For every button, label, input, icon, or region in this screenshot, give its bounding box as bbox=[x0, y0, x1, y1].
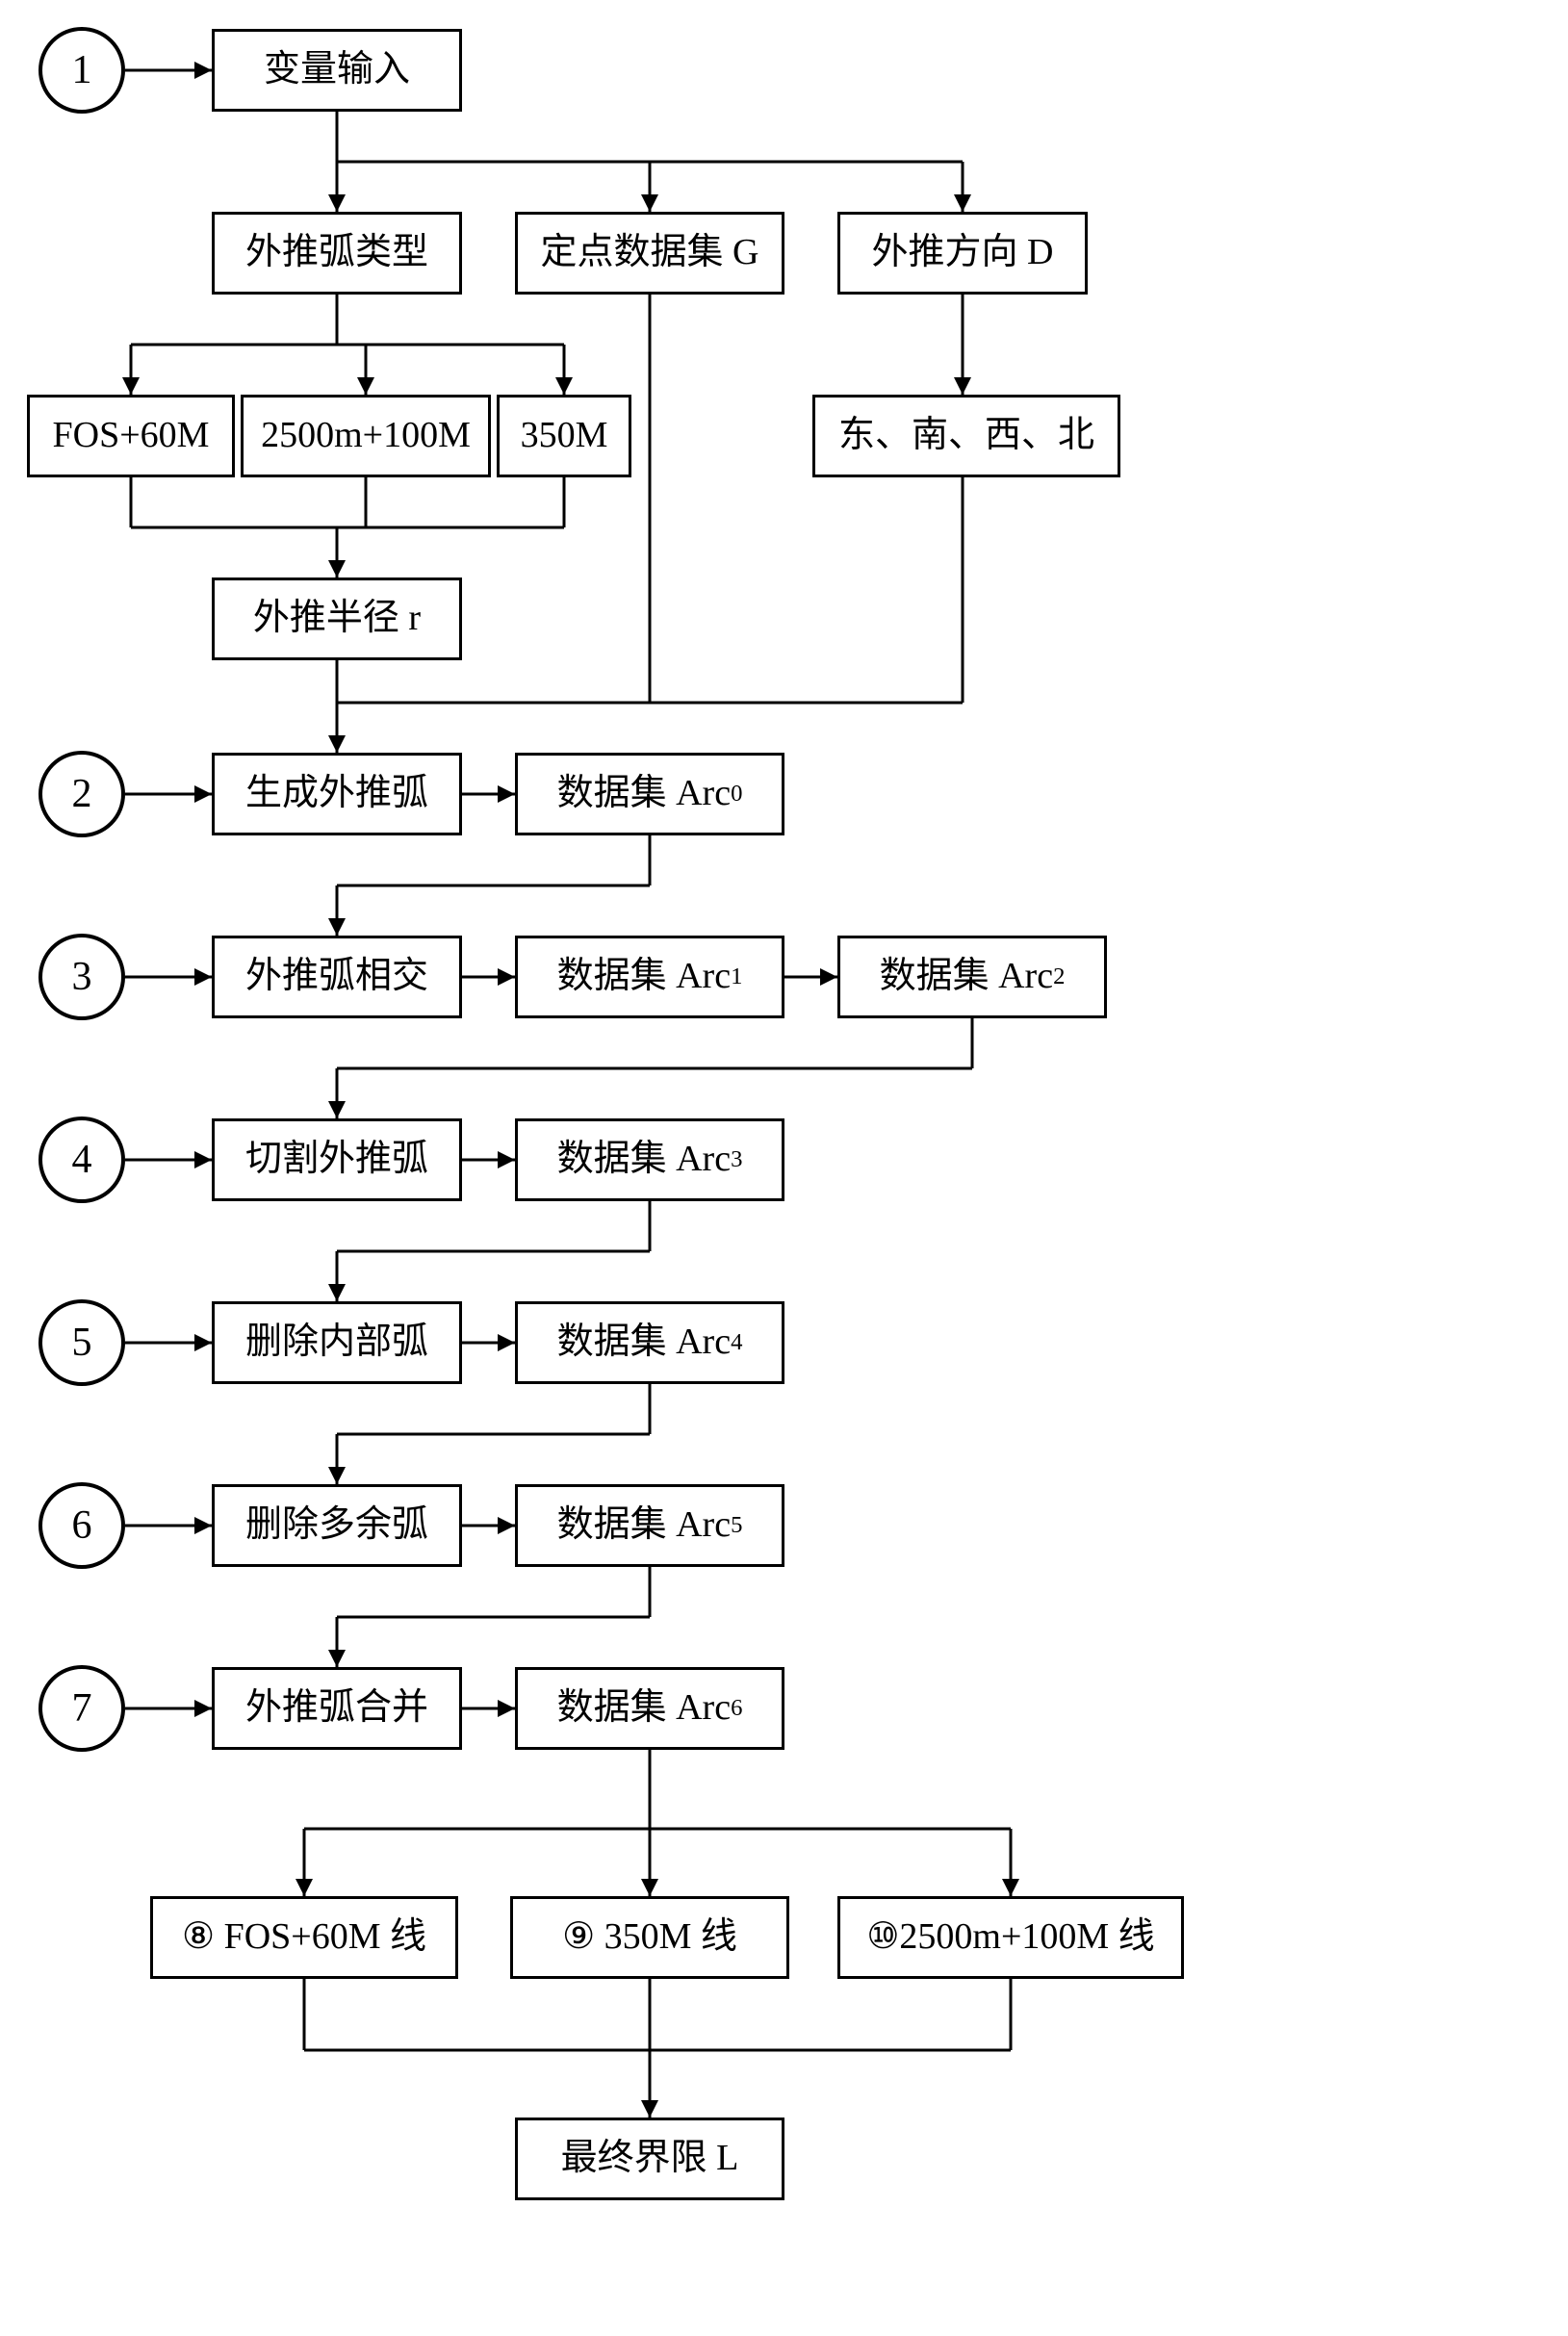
step-circle-1: 1 bbox=[39, 27, 125, 114]
node-n_o9: ⑨ 350M 线 bbox=[510, 1896, 789, 1979]
step-circle-7: 7 bbox=[39, 1665, 125, 1752]
node-n_arc0: 数据集 Arc0 bbox=[515, 753, 784, 835]
node-n_arc2: 数据集 Arc2 bbox=[837, 936, 1107, 1018]
node-n_L: 最终界限 L bbox=[515, 2118, 784, 2200]
node-n_o10: ⑩2500m+100M 线 bbox=[837, 1896, 1184, 1979]
node-n_s4: 切割外推弧 bbox=[212, 1118, 462, 1201]
node-n_2500: 2500m+100M bbox=[241, 395, 491, 477]
node-n_arc5: 数据集 Arc5 bbox=[515, 1484, 784, 1567]
node-n_arc6: 数据集 Arc6 bbox=[515, 1667, 784, 1750]
node-n_s5: 删除内部弧 bbox=[212, 1301, 462, 1384]
step-circle-6: 6 bbox=[39, 1482, 125, 1569]
node-n_s7: 外推弧合并 bbox=[212, 1667, 462, 1750]
step-circle-5: 5 bbox=[39, 1299, 125, 1386]
node-n_350: 350M bbox=[497, 395, 631, 477]
node-n_dir: 东、南、西、北 bbox=[812, 395, 1120, 477]
step-circle-3: 3 bbox=[39, 934, 125, 1020]
flowchart-canvas: 1 2 3 4 5 6 7 变量输入外推弧类型定点数据集 G 外推方向 D FOS+60M2500… bbox=[0, 0, 1568, 2336]
node-n_s2: 生成外推弧 bbox=[212, 753, 462, 835]
node-n_arc3: 数据集 Arc3 bbox=[515, 1118, 784, 1201]
step-circle-2: 2 bbox=[39, 751, 125, 837]
node-n_var: 变量输入 bbox=[212, 29, 462, 112]
node-n_o8: ⑧ FOS+60M 线 bbox=[150, 1896, 458, 1979]
node-n_arc4: 数据集 Arc4 bbox=[515, 1301, 784, 1384]
node-n_g: 定点数据集 G bbox=[515, 212, 784, 295]
node-n_arctype: 外推弧类型 bbox=[212, 212, 462, 295]
node-n_s6: 删除多余弧 bbox=[212, 1484, 462, 1567]
node-n_r: 外推半径 r bbox=[212, 578, 462, 660]
node-n_d: 外推方向 D bbox=[837, 212, 1088, 295]
node-n_fos60: FOS+60M bbox=[27, 395, 235, 477]
node-n_s3: 外推弧相交 bbox=[212, 936, 462, 1018]
node-n_arc1: 数据集 Arc1 bbox=[515, 936, 784, 1018]
step-circle-4: 4 bbox=[39, 1117, 125, 1203]
